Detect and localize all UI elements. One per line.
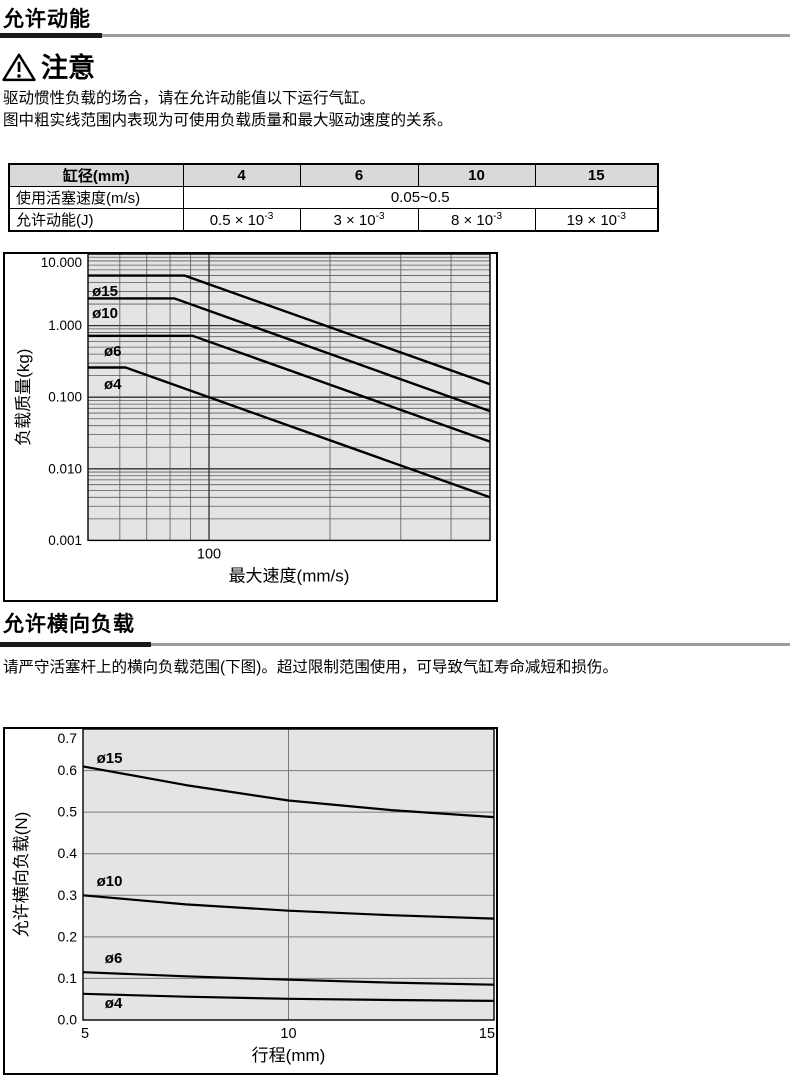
energy-exponent: -3 — [493, 210, 503, 222]
energy-exponent: -3 — [264, 210, 274, 222]
chart-border — [3, 727, 498, 1075]
section-title-kinetic: 允许动能 — [3, 8, 91, 31]
y-tick-label: 0.6 — [58, 762, 78, 778]
rule-gray-bar — [0, 34, 790, 37]
section-rule-lateral — [0, 642, 790, 647]
table-header-row: 缸径(mm) 4 6 10 15 — [8, 163, 659, 187]
rule-black-bar — [0, 642, 151, 647]
warning-triangle-icon — [2, 53, 36, 82]
x-tick-label: 10 — [280, 1026, 296, 1042]
series-line-ø15 — [82, 765, 495, 819]
y-tick-label: 0.0 — [58, 1012, 78, 1028]
x-tick-label: 100 — [197, 546, 221, 562]
x-axis-title: 最大速度(mm/s) — [229, 566, 350, 585]
bore-header-label: 缸径(mm) — [8, 163, 184, 187]
rule-black-bar — [0, 33, 102, 38]
caution-line-1: 驱动惯性负载的场合，请在允许动能值以下运行气缸。 — [3, 90, 376, 107]
bore-header-10: 10 — [417, 163, 536, 187]
rule-gray-bar — [0, 643, 790, 646]
speed-row-label: 使用活塞速度(m/s) — [8, 186, 184, 209]
y-tick-label: 0.7 — [58, 730, 78, 746]
series-label-ø4: ø4 — [105, 995, 123, 1012]
series-label-ø6: ø6 — [105, 950, 123, 967]
lateral-note: 请严守活塞杆上的横向负载范围(下图)。超过限制范围使用，可导致气缸寿命减短和损伤… — [3, 659, 618, 676]
energy-mantissa: 3 × 10 — [333, 211, 376, 229]
y-tick-label: 0.010 — [48, 461, 82, 476]
energy-value-6: 3 × 10-3 — [299, 208, 419, 232]
kinetic-energy-chart: ø15 ø10 ø6 ø4 10.000 1.000 0.100 0.010 0.001 100 最… — [3, 252, 498, 607]
bore-header-4: 4 — [182, 163, 301, 187]
y-tick-label: 0.1 — [58, 970, 78, 986]
series-line-ø4 — [82, 992, 495, 1002]
series-line-ø10 — [88, 297, 491, 413]
series-line-ø6 — [88, 334, 491, 443]
y-tick-label: 1.000 — [48, 318, 82, 333]
x-tick-label: 5 — [81, 1026, 89, 1042]
grid — [83, 729, 494, 1020]
y-axis-title: 负载质量(kg) — [14, 349, 33, 446]
series-line-ø4 — [88, 366, 491, 499]
table-row-energy: 允许动能(J) 0.5 × 10-3 3 × 10-3 8 × 10-3 19 … — [8, 208, 659, 232]
spec-table: 缸径(mm) 4 6 10 15 使用活塞速度(m/s) 0.05~0.5 允许… — [8, 163, 659, 232]
section-rule-kinetic — [0, 33, 790, 38]
chart-border — [3, 252, 498, 602]
y-tick-label: 10.000 — [41, 255, 82, 270]
bore-header-6: 6 — [299, 163, 419, 187]
lateral-load-chart-svg: ø15 ø10 ø6 ø4 0.0 0.1 0.2 0.3 0.4 0.5 0.6 0.7 5 10 15 行… — [3, 727, 498, 1075]
y-tick-label: 0.5 — [58, 804, 78, 820]
y-tick-label: 0.100 — [48, 390, 82, 405]
caution-line-2: 图中粗实线范围内表现为可使用负载质量和最大驱动速度的关系。 — [3, 112, 453, 129]
series-label-ø6: ø6 — [104, 343, 122, 360]
energy-row-label: 允许动能(J) — [8, 208, 184, 232]
energy-value-10: 8 × 10-3 — [417, 208, 536, 232]
series-line-ø10 — [82, 894, 495, 920]
bore-header-15: 15 — [534, 163, 659, 187]
series-label-ø4: ø4 — [104, 376, 122, 393]
energy-exponent: -3 — [375, 210, 385, 222]
y-axis-title: 允许横向负载(N) — [12, 812, 31, 938]
kinetic-energy-chart-svg: ø15 ø10 ø6 ø4 10.000 1.000 0.100 0.010 0.001 100 最… — [3, 252, 498, 602]
lateral-load-chart: ø15 ø10 ø6 ø4 0.0 0.1 0.2 0.3 0.4 0.5 0.6 0.7 5 10 15 行… — [3, 727, 498, 1080]
y-tick-label: 0.001 — [48, 533, 82, 548]
x-tick-label: 15 — [479, 1026, 495, 1042]
series-line-ø6 — [82, 971, 495, 986]
caution-header: 注意 — [2, 52, 95, 82]
y-tick-label: 0.3 — [58, 887, 78, 903]
series-label-ø10: ø10 — [97, 873, 123, 890]
energy-mantissa: 8 × 10 — [450, 211, 494, 229]
energy-value-4: 0.5 × 10-3 — [182, 208, 301, 232]
caution-text: 驱动惯性负载的场合，请在允许动能值以下运行气缸。 图中粗实线范围内表现为可使用负… — [3, 88, 453, 132]
energy-value-15: 19 × 10-3 — [534, 208, 659, 232]
energy-exponent: -3 — [617, 210, 626, 222]
energy-mantissa: 0.5 × 10 — [209, 211, 265, 229]
caution-title: 注意 — [41, 53, 95, 83]
section-title-lateral: 允许横向负载 — [3, 613, 135, 636]
y-tick-label: 0.2 — [58, 928, 78, 944]
energy-mantissa: 19 × 10 — [566, 211, 618, 229]
x-axis-title: 行程(mm) — [252, 1046, 326, 1065]
series-line-ø15 — [88, 274, 491, 386]
series-label-ø10: ø10 — [92, 305, 118, 322]
y-tick-label: 0.4 — [58, 845, 78, 861]
series-label-ø15: ø15 — [92, 283, 118, 300]
speed-value: 0.05~0.5 — [182, 186, 659, 209]
table-row-speed: 使用活塞速度(m/s) 0.05~0.5 — [8, 186, 659, 209]
series-label-ø15: ø15 — [97, 750, 123, 767]
